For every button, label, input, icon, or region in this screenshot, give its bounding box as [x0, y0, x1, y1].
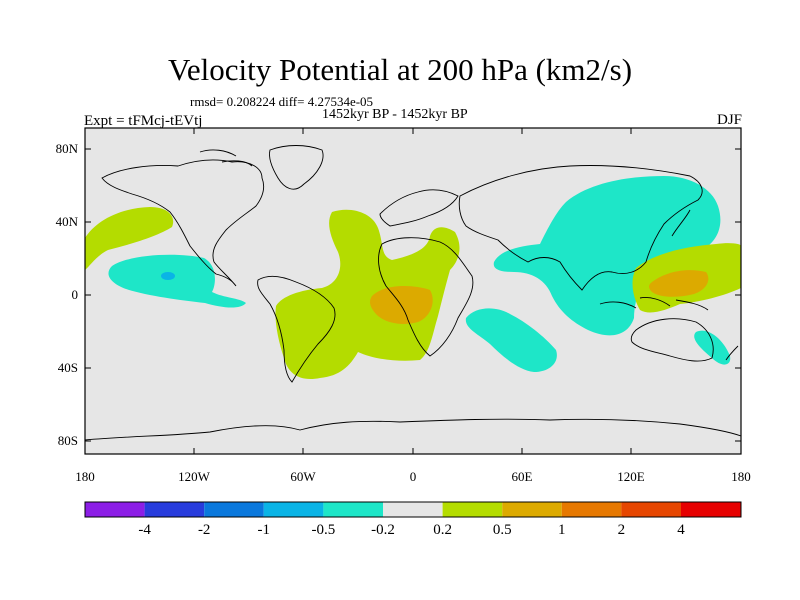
colorbar-swatch: [561, 502, 622, 517]
x-tick-marks: [84, 128, 742, 454]
region-atlantic-south-america-positive: [275, 209, 460, 380]
x-tick-label: 180: [731, 469, 751, 484]
colorbar-swatch: [502, 502, 562, 517]
coast-arctic-islands: [199, 149, 253, 167]
colorbar-label: -4: [138, 522, 151, 538]
x-tick-label: 0: [410, 469, 417, 484]
experiment-label: Expt = tFMcj-tEVtj: [84, 113, 203, 129]
region-asia-west-pacific-negative: [493, 176, 721, 336]
x-tick-label: 120W: [178, 469, 211, 484]
colorbar-label: 2: [618, 522, 626, 538]
region-indian-ocean-negative: [465, 308, 557, 372]
period-text: 1452kyr BP - 1452kyr BP: [322, 107, 468, 122]
region-east-pacific-core: [161, 272, 175, 280]
y-tick-label: 80N: [56, 141, 79, 156]
coast-australia: [630, 318, 714, 362]
colorbar-label: -0.5: [312, 522, 336, 538]
coast-maritime-continent: [599, 297, 709, 311]
colorbar-swatch: [442, 502, 503, 517]
y-tick-label: 40S: [58, 360, 78, 375]
colorbar-label: 4: [677, 522, 685, 538]
colorbar-swatch: [383, 502, 443, 517]
coast-asia: [458, 165, 703, 291]
colorbar-swatch: [323, 502, 383, 517]
colorbar-label: 0.5: [493, 522, 512, 538]
colorbar: -4 -2 -1 -0.5 -0.2 0.2 0.5 1 2 4: [84, 501, 742, 538]
coast-japan: [671, 209, 691, 237]
colorbar-swatch: [204, 502, 264, 517]
region-east-pacific-negative: [108, 254, 246, 308]
colorbar-swatch: [681, 502, 741, 517]
coast-new-zealand: [725, 345, 739, 361]
y-tick-label: 40N: [56, 214, 79, 229]
colorbar-label: -0.2: [371, 522, 395, 538]
coast-south-america: [257, 275, 336, 383]
stats-text: rmsd= 0.208224 diff= 4.27534e-05: [190, 94, 374, 109]
coastlines: [85, 145, 741, 441]
y-tick-label: 0: [72, 287, 79, 302]
x-tick-label: 180: [75, 469, 95, 484]
colorbar-swatch: [144, 502, 205, 517]
coast-europe: [379, 189, 459, 227]
colorbar-label: -1: [258, 522, 271, 538]
coast-africa: [378, 237, 474, 357]
season-label: DJF: [716, 112, 742, 128]
coast-north-america: [101, 159, 265, 287]
region-north-pacific-positive: [85, 207, 174, 270]
y-tick-marks: [85, 148, 741, 442]
coast-antarctica: [85, 418, 741, 441]
x-tick-label: 60E: [512, 469, 533, 484]
colorbar-swatch: [85, 502, 145, 517]
x-tick-label: 60W: [290, 469, 316, 484]
colorbar-label: 0.2: [433, 522, 452, 538]
colorbar-swatch: [263, 502, 324, 517]
region-southwest-pacific-negative: [694, 330, 731, 365]
y-tick-label: 80S: [58, 433, 78, 448]
colorbar-label: 1: [558, 522, 566, 538]
coast-greenland: [269, 145, 324, 190]
colorbar-label: -2: [198, 522, 211, 538]
field-layer: [85, 176, 741, 380]
colorbar-swatch: [621, 502, 681, 517]
colorbar-frame: [84, 501, 742, 518]
x-tick-label: 120E: [617, 469, 645, 484]
region-west-pacific-core: [649, 270, 709, 297]
chart-title: Velocity Potential at 200 hPa (km2/s): [167, 52, 633, 87]
